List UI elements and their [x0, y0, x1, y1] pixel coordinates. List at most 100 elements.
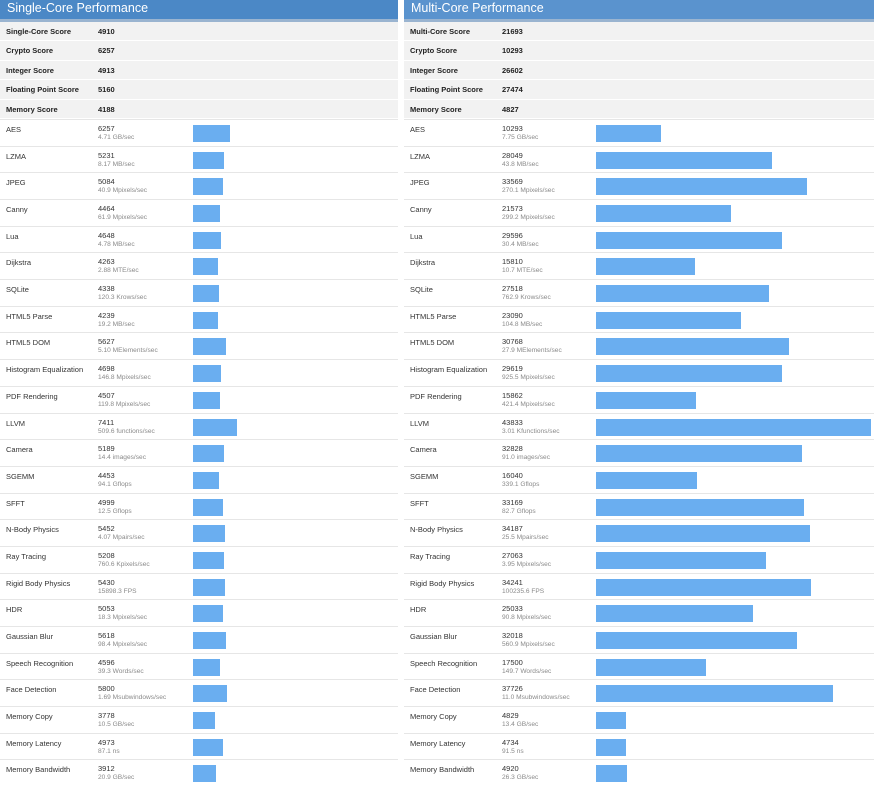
benchmark-name: SQLite: [410, 285, 433, 295]
benchmark-rate: 19.2 MB/sec: [98, 320, 135, 328]
benchmark-score: 10293: [502, 123, 523, 133]
benchmark-rate: 270.1 Mpixels/sec: [502, 187, 555, 195]
benchmark-name: LLVM: [6, 418, 26, 428]
benchmark-name: Gaussian Blur: [6, 632, 54, 642]
benchmark-bar: [193, 632, 226, 650]
benchmark-bar: [193, 765, 216, 783]
benchmark-row: PDF Rendering 4507 119.8 Mpixels/sec: [0, 385, 398, 413]
summary-table: Multi-Core Score 21693 Crypto Score 10293 In…: [404, 22, 874, 119]
benchmark-row: HTML5 Parse 23090 104.8 MB/sec: [404, 305, 874, 333]
benchmark-row: PDF Rendering 15862 421.4 Mpixels/sec: [404, 385, 874, 413]
panel-title: Multi-Core Performance: [404, 0, 874, 22]
benchmark-name: HTML5 DOM: [410, 338, 455, 348]
benchmark-row: Canny 4464 61.9 Mpixels/sec: [0, 199, 398, 226]
benchmark-row: JPEG 33569 270.1 Mpixels/sec: [404, 172, 874, 199]
benchmark-name: Memory Latency: [6, 738, 62, 748]
benchmark-rate: 40.9 Mpixels/sec: [98, 187, 148, 195]
benchmark-score: 32828: [502, 444, 523, 454]
benchmark-name: PDF Rendering: [410, 391, 462, 401]
summary-value: 4188: [98, 104, 115, 114]
benchmark-name: Rigid Body Physics: [6, 578, 71, 588]
benchmark-bar: [193, 311, 218, 329]
benchmark-bar: [596, 658, 706, 676]
benchmark-rate: 120.3 Krows/sec: [98, 294, 147, 302]
benchmark-name: Histogram Equalization: [6, 365, 84, 375]
benchmark-score: 27518: [502, 284, 523, 294]
benchmark-rate: 10.7 MTE/sec: [502, 267, 543, 275]
benchmark-row: Speech Recognition 17500 149.7 Words/sec: [404, 652, 874, 680]
benchmark-name: Camera: [6, 445, 33, 455]
benchmark-row: AES 6257 4.71 GB/sec: [0, 118, 398, 146]
benchmark-rate: 61.9 Mpixels/sec: [98, 214, 148, 222]
summary-label: Single-Core Score: [6, 27, 72, 36]
summary-label: Integer Score: [6, 65, 54, 75]
benchmark-name: Lua: [6, 231, 19, 241]
benchmark-name: Camera: [410, 445, 437, 455]
benchmark-bar: [193, 365, 221, 383]
benchmark-table: AES 6257 4.71 GB/sec LZMA 5231 8.17 MB/sec JPE…: [0, 118, 398, 786]
benchmark-name: Dijkstra: [6, 258, 32, 268]
benchmark-rate: 925.5 Mpixels/sec: [502, 374, 555, 382]
benchmark-score: 5618: [98, 631, 115, 641]
benchmark-bar: [193, 418, 237, 436]
benchmark-rate: 82.7 Gflops: [502, 507, 536, 515]
benchmark-bar: [193, 578, 225, 596]
summary-row: Crypto Score 6257: [0, 41, 398, 61]
benchmark-row: HDR 25033 90.8 Mpixels/sec: [404, 599, 874, 626]
benchmark-row: Ray Tracing 27063 3.95 Mpixels/sec: [404, 545, 874, 573]
benchmark-bar: [596, 445, 802, 463]
benchmark-row: LLVM 43833 3.01 Kfunctions/sec: [404, 412, 874, 440]
benchmark-score: 29596: [502, 230, 523, 240]
benchmark-rate: 39.3 Words/sec: [98, 667, 144, 675]
benchmark-bar: [596, 391, 696, 409]
benchmark-row: SFFT 33169 82.7 Gflops: [404, 492, 874, 520]
benchmark-bar: [596, 231, 782, 249]
benchmark-name: N-Body Physics: [6, 525, 59, 535]
benchmark-rate: 4.71 GB/sec: [98, 133, 135, 141]
benchmark-row: SGEMM 4453 94.1 Gflops: [0, 465, 398, 493]
benchmark-name: Canny: [410, 205, 432, 215]
benchmark-rate: 91.5 ns: [502, 747, 524, 755]
benchmark-score: 7411: [98, 417, 115, 427]
benchmark-score: 17500: [502, 657, 523, 667]
benchmark-bar: [193, 338, 226, 356]
benchmark-score: 34187: [502, 524, 523, 534]
benchmark-bar: [193, 151, 224, 169]
benchmark-name: Histogram Equalization: [410, 365, 488, 375]
benchmark-row: LZMA 28049 43.8 MB/sec: [404, 145, 874, 173]
benchmark-score: 4734: [502, 737, 519, 747]
benchmark-score: 5800: [98, 684, 115, 694]
summary-row: Integer Score 26602: [404, 60, 874, 81]
benchmark-bar: [596, 578, 811, 596]
benchmark-score: 27063: [502, 550, 523, 560]
benchmark-name: HTML5 Parse: [6, 311, 53, 321]
benchmark-bar: [193, 685, 227, 703]
benchmark-score: 4829: [502, 711, 519, 721]
benchmark-name: LZMA: [410, 151, 431, 161]
benchmark-bar: [596, 471, 697, 489]
benchmark-rate: 7.75 GB/sec: [502, 133, 539, 141]
benchmark-row: Face Detection 5800 1.69 Msubwindows/sec: [0, 679, 398, 706]
benchmark-score: 3912: [98, 764, 115, 774]
benchmark-score: 4920: [502, 764, 519, 774]
benchmark-score: 15862: [502, 390, 523, 400]
benchmark-rate: 3.95 Mpixels/sec: [502, 560, 552, 568]
summary-label: Memory Score: [6, 104, 58, 114]
summary-label: Crypto Score: [6, 46, 54, 56]
benchmark-score: 4507: [98, 390, 115, 400]
benchmark-rate: 90.8 Mpixels/sec: [502, 614, 552, 622]
benchmark-row: LZMA 5231 8.17 MB/sec: [0, 145, 398, 173]
benchmark-rate: 760.6 Kpixels/sec: [98, 560, 150, 568]
summary-row: Single-Core Score 4910: [0, 22, 398, 42]
benchmark-rate: 509.6 functions/sec: [98, 427, 155, 435]
benchmark-score: 28049: [502, 150, 523, 160]
benchmark-bar: [596, 205, 731, 223]
benchmark-bar: [596, 632, 797, 650]
summary-value: 4827: [502, 104, 519, 114]
benchmark-rate: 421.4 Mpixels/sec: [502, 400, 555, 408]
benchmark-name: Dijkstra: [410, 258, 436, 268]
benchmark-row: HTML5 Parse 4239 19.2 MB/sec: [0, 305, 398, 333]
benchmark-row: SGEMM 16040 339.1 Gflops: [404, 465, 874, 493]
benchmark-name: Memory Bandwidth: [410, 765, 475, 775]
summary-row: Memory Score 4188: [0, 99, 398, 119]
